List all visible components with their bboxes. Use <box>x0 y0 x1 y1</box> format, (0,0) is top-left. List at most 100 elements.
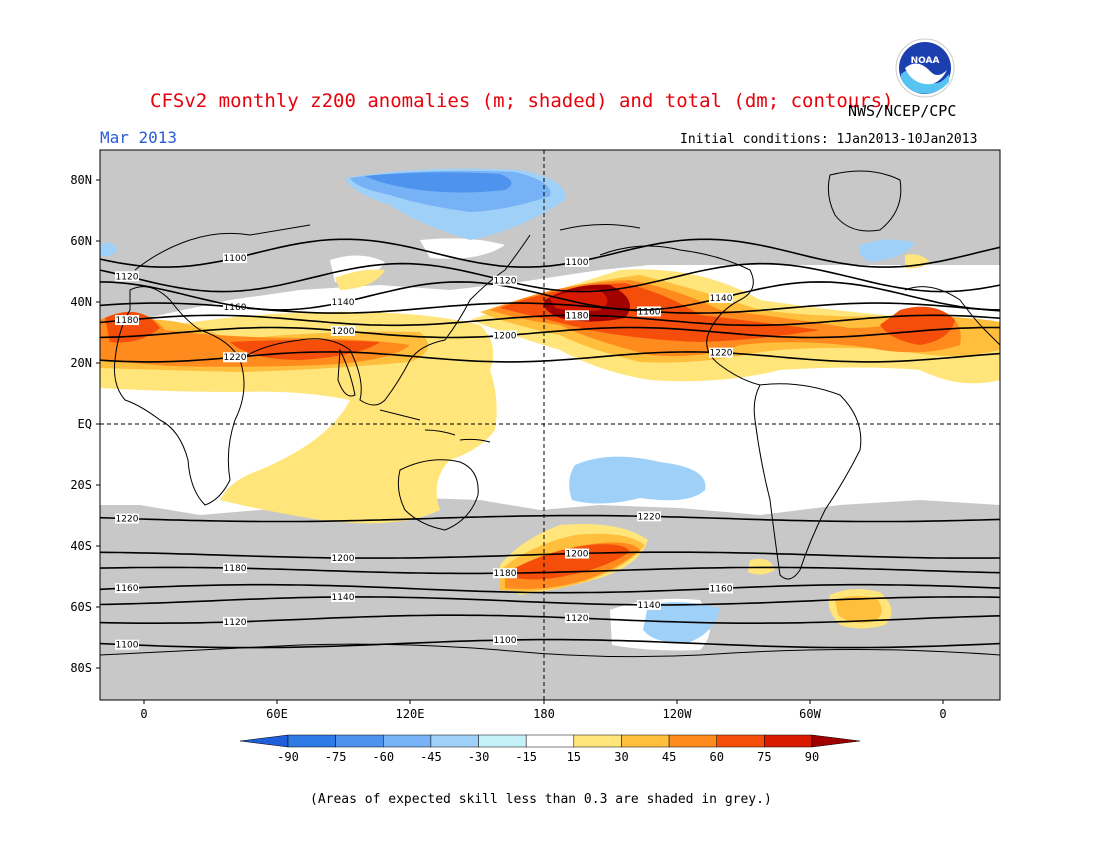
contour-label-bg <box>565 310 589 321</box>
lat-label: 80N <box>70 173 92 187</box>
latitude-labels: 80N 60N 40N 20N EQ 20S 40S 60S 80S <box>70 173 100 675</box>
colorbar-arrow-right <box>811 734 861 748</box>
lon-label: 180 <box>533 707 555 721</box>
colorbar-box <box>525 734 575 748</box>
skill-note: (Areas of expected skill less than 0.3 a… <box>310 792 772 807</box>
contour-label: 1200 <box>332 327 355 337</box>
colorbar-label: 30 <box>614 750 628 764</box>
colorbar-box <box>716 734 765 748</box>
map-frame <box>99 149 1001 701</box>
height-contours: 1100 1100 1120 1120 1140 1140 1160 1160 1180 1180… <box>100 238 1000 651</box>
contour-label: 1160 <box>224 303 247 313</box>
contour-label-bg <box>223 616 247 627</box>
contour-label: 1180 <box>116 316 139 326</box>
colorbar-arrow-left <box>239 734 289 748</box>
contour-label-bg <box>331 297 355 308</box>
contour-label: 1120 <box>566 614 589 624</box>
contour-label: 1180 <box>566 311 589 321</box>
agency-label: NWS/NCEP/CPC <box>848 102 957 120</box>
colorbar-box <box>764 734 813 748</box>
contour-label: 1100 <box>224 254 247 264</box>
lon-label: 120W <box>663 707 693 721</box>
height-contour <box>100 262 1000 293</box>
contour-label-bg <box>331 591 355 602</box>
colorbar-box <box>287 734 336 748</box>
forecast-month: Mar 2013 <box>100 128 178 147</box>
colorbar-label: 45 <box>662 750 676 764</box>
noaa-logo-icon: NOAA <box>895 38 955 98</box>
contour-label: 1100 <box>116 641 139 651</box>
contour-label: 1140 <box>332 593 355 603</box>
colorbar-box <box>478 734 527 748</box>
contour-label: 1220 <box>638 512 661 522</box>
height-contour <box>100 638 1000 649</box>
colorbar-box <box>335 734 384 748</box>
contour-label-bg <box>115 315 139 326</box>
colorbar-label: 60 <box>710 750 724 764</box>
contour-label: 1180 <box>494 569 517 579</box>
contour-label: 1140 <box>710 294 733 304</box>
lon-label: 0 <box>939 707 946 721</box>
longitude-labels: 0 60E 120E 180 120W 60W 0 <box>140 700 947 721</box>
height-contour <box>100 326 1000 339</box>
colorbar-box <box>668 734 717 748</box>
contour-label: 1160 <box>710 584 733 594</box>
initial-conditions: Initial conditions: 1Jan2013-10Jan2013 <box>680 132 978 147</box>
contour-label: 1120 <box>116 272 139 282</box>
lon-label: 0 <box>140 707 147 721</box>
height-contour <box>100 238 1000 268</box>
contour-label: 1100 <box>566 258 589 268</box>
contour-label-bg <box>115 271 139 282</box>
contour-label-bg <box>637 306 661 317</box>
lat-label: 60S <box>70 600 92 614</box>
contour-label: 1220 <box>224 353 247 363</box>
lat-label: 40S <box>70 539 92 553</box>
contour-label-bg <box>565 256 589 267</box>
negative-anomalies <box>100 168 915 643</box>
contour-label-bg <box>223 302 247 313</box>
svg-text:NOAA: NOAA <box>911 56 940 66</box>
height-contour <box>100 596 1000 606</box>
colorbar-box <box>621 734 670 748</box>
contour-label-bg <box>223 253 247 264</box>
contour-label-bg <box>709 583 733 594</box>
height-contour <box>100 583 1000 594</box>
lon-label: 120E <box>396 707 425 721</box>
contour-label-bg <box>493 275 517 286</box>
height-contour <box>100 351 1000 363</box>
contour-label: 1220 <box>116 515 139 525</box>
contour-label-bg <box>331 553 355 564</box>
colorbar: -90 -75 -60 -45 -30 -15 15 30 45 60 75 90 <box>239 734 861 764</box>
height-contour <box>100 514 1000 523</box>
colorbar-label: -90 <box>277 750 299 764</box>
contour-label-bg <box>637 599 661 610</box>
contour-label: 1160 <box>638 307 661 317</box>
colorbar-label: -15 <box>515 750 537 764</box>
colorbar-box <box>430 734 479 748</box>
contour-label-bg <box>115 513 139 524</box>
contour-label: 1100 <box>494 636 517 646</box>
colorbar-label: -45 <box>420 750 442 764</box>
contour-label: 1200 <box>566 550 589 560</box>
contour-label-bg <box>223 352 247 363</box>
lat-label: EQ <box>78 417 92 431</box>
lat-label: 20S <box>70 478 92 492</box>
height-contour <box>100 566 1000 575</box>
contour-label-bg <box>223 563 247 574</box>
contour-label-bg <box>493 330 517 341</box>
map-title: CFSv2 monthly z200 anomalies (m; shaded)… <box>150 90 894 112</box>
colorbar-label: -60 <box>372 750 394 764</box>
contour-label-bg <box>637 511 661 522</box>
lon-label: 60E <box>266 707 288 721</box>
contour-label-bg <box>709 293 733 304</box>
lat-label: 40N <box>70 295 92 309</box>
contour-label: 1120 <box>224 618 247 628</box>
height-contour <box>100 314 1000 327</box>
contour-label: 1220 <box>710 349 733 359</box>
contour-label: 1200 <box>494 331 517 341</box>
contour-label-bg <box>565 548 589 559</box>
lat-label: 60N <box>70 234 92 248</box>
colorbar-box <box>383 734 432 748</box>
contour-label-bg <box>331 325 355 336</box>
